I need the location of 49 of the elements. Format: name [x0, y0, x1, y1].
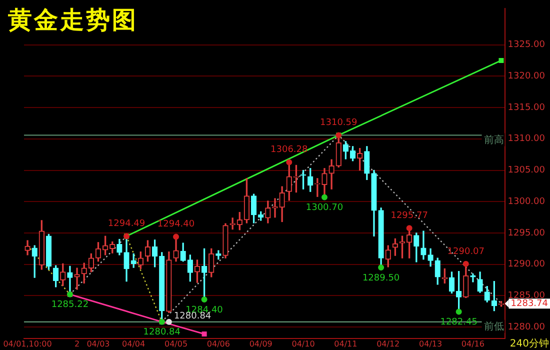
x-tick-label: 04/13	[419, 339, 442, 348]
ref-line-label: 前高	[484, 134, 504, 146]
data-label: 1306.28	[270, 145, 308, 156]
x-tick-label: 04/03	[86, 339, 110, 348]
data-label: 1310.59	[320, 118, 358, 128]
data-label: 1290.07	[447, 246, 485, 257]
point	[378, 264, 384, 271]
data-label: 1280.84	[143, 328, 181, 338]
candlestick	[74, 268, 80, 290]
point	[406, 225, 412, 232]
x-tick-label: 04/09	[249, 339, 272, 348]
ref-line-label: 前低	[484, 320, 504, 332]
data-label: 1294.49	[108, 219, 146, 230]
data-label: 1295.77	[390, 211, 428, 222]
data-label: 1285.22	[51, 300, 89, 310]
x-tick-label: 04/11	[334, 339, 358, 348]
x-tick-label: 04/01,10:00	[3, 339, 52, 348]
x-tick-label: 2	[74, 339, 80, 348]
x-tick-label: 04/12	[376, 339, 400, 348]
point	[456, 308, 462, 315]
x-tick-label: 04/05	[164, 339, 188, 348]
data-label: 1289.50	[362, 273, 400, 284]
point	[202, 331, 207, 337]
x-tick-label: 04/06	[206, 339, 230, 348]
data-label: 1300.70	[306, 203, 344, 214]
point	[201, 296, 208, 303]
y-tick-label: 1280.00	[508, 322, 546, 332]
y-tick-label: 1320.00	[508, 72, 546, 82]
y-tick-label: 1290.00	[508, 260, 546, 270]
x-tick-label: 04/10	[292, 339, 315, 348]
data-label: 1280.84	[174, 312, 212, 322]
text: 1283.74	[510, 298, 548, 309]
point	[173, 234, 180, 240]
y-tick-label: 1325.00	[508, 40, 546, 50]
y-tick-label: 1300.00	[508, 196, 546, 207]
point	[498, 58, 504, 63]
y-tick-label: 1305.00	[508, 166, 546, 176]
data-label: 1294.40	[157, 220, 195, 230]
point	[286, 159, 292, 166]
point	[462, 260, 469, 267]
x-tick-label: 04/16	[461, 339, 484, 348]
y-tick-label: 1315.00	[508, 102, 546, 113]
y-tick-label: 1295.00	[508, 228, 546, 238]
y-tick-label: 1310.00	[508, 134, 546, 144]
chart-title: 黄金走势图	[8, 4, 138, 36]
text: 240分钟	[510, 338, 549, 350]
point	[166, 318, 172, 325]
point	[321, 194, 328, 200]
x-tick-label: 04/04	[122, 339, 146, 348]
